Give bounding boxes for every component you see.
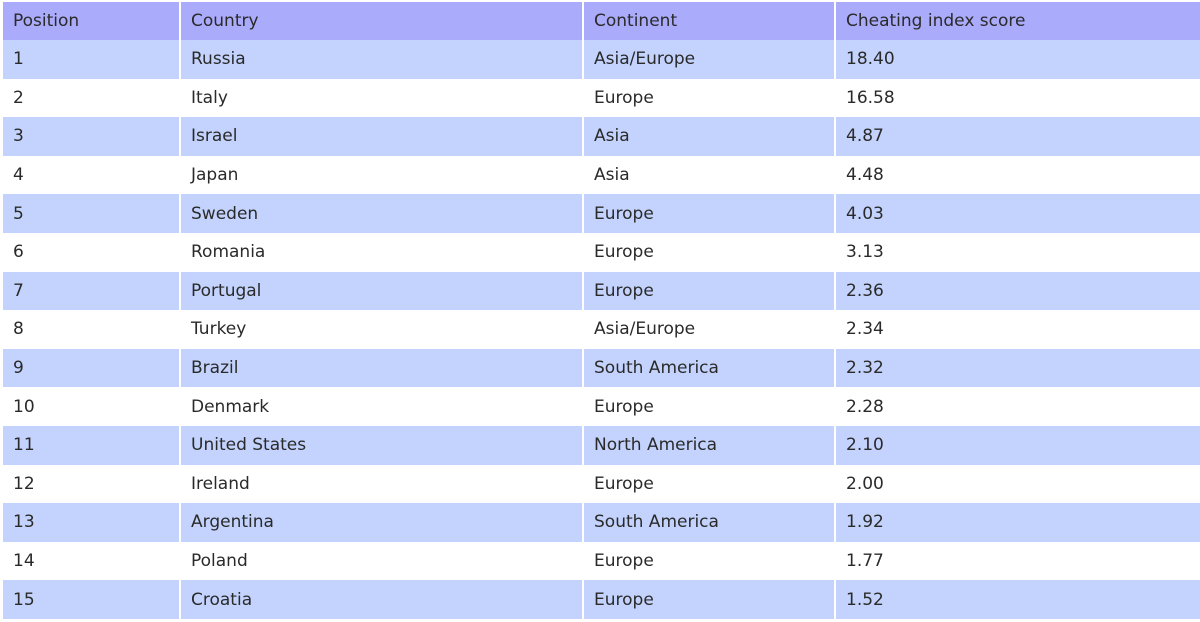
table-cell: Italy: [179, 78, 583, 118]
table-cell: 14: [3, 541, 180, 581]
table-cell: Asia: [582, 155, 835, 195]
table-cell: 3.13: [834, 232, 1200, 272]
table-cell: Croatia: [179, 580, 583, 619]
table-cell: Europe: [582, 194, 835, 233]
table-cell: 2.00: [834, 464, 1200, 504]
table-cell: 2.36: [834, 271, 1200, 311]
table-row: 12 Ireland Europe 2.00: [3, 464, 1200, 504]
table-row: 5 Sweden Europe 4.03: [3, 194, 1200, 233]
table-header: Position Country Continent Cheating index s…: [3, 2, 1200, 40]
table-cell: Europe: [582, 464, 835, 504]
table-cell: 2.28: [834, 387, 1200, 426]
table-cell: Asia/Europe: [582, 40, 835, 79]
table-cell: 2: [3, 78, 180, 118]
table-cell: Europe: [582, 271, 835, 311]
header-cell: Cheating index score: [834, 2, 1200, 40]
table-cell: Sweden: [179, 194, 583, 233]
table-cell: Europe: [582, 541, 835, 581]
table-cell: Ireland: [179, 464, 583, 504]
table-cell: South America: [582, 503, 835, 542]
header-cell: Position: [3, 2, 180, 40]
table-cell: Europe: [582, 78, 835, 118]
table-cell: 5: [3, 194, 180, 233]
table-cell: Asia/Europe: [582, 310, 835, 349]
table-row: 13 Argentina South America 1.92: [3, 503, 1200, 542]
table-row: 11 United States North America 2.10: [3, 425, 1200, 465]
table-row: 2 Italy Europe 16.58: [3, 78, 1200, 118]
table-cell: 6: [3, 232, 180, 272]
table-cell: Poland: [179, 541, 583, 581]
table-body: 1 Russia Asia/Europe 18.40 2 Italy Europe 16.58…: [3, 40, 1200, 619]
table-row: 8 Turkey Asia/Europe 2.34: [3, 310, 1200, 349]
table-row: 9 Brazil South America 2.32: [3, 348, 1200, 388]
table-row: 14 Poland Europe 1.77: [3, 541, 1200, 581]
table-cell: 4: [3, 155, 180, 195]
table-cell: North America: [582, 425, 835, 465]
table-cell: 4.87: [834, 117, 1200, 156]
table-cell: 1.77: [834, 541, 1200, 581]
table-cell: Russia: [179, 40, 583, 79]
table-cell: Portugal: [179, 271, 583, 311]
table-cell: 15: [3, 580, 180, 619]
table-cell: 16.58: [834, 78, 1200, 118]
table-cell: Turkey: [179, 310, 583, 349]
table-cell: 12: [3, 464, 180, 504]
table-cell: United States: [179, 425, 583, 465]
table-cell: 2.10: [834, 425, 1200, 465]
table-cell: 3: [3, 117, 180, 156]
table-cell: South America: [582, 348, 835, 388]
table-row: 7 Portugal Europe 2.36: [3, 271, 1200, 311]
table-cell: Europe: [582, 232, 835, 272]
table-cell: 7: [3, 271, 180, 311]
table-cell: Brazil: [179, 348, 583, 388]
table-cell: 13: [3, 503, 180, 542]
table-cell: Asia: [582, 117, 835, 156]
table-row: 1 Russia Asia/Europe 18.40: [3, 40, 1200, 79]
table-row: 6 Romania Europe 3.13: [3, 232, 1200, 272]
table-cell: 8: [3, 310, 180, 349]
table-row: 4 Japan Asia 4.48: [3, 155, 1200, 195]
table-cell: Israel: [179, 117, 583, 156]
data-table: Position Country Continent Cheating index s…: [3, 2, 1200, 619]
table-cell: 1.52: [834, 580, 1200, 619]
table-row: 3 Israel Asia 4.87: [3, 117, 1200, 156]
table-row: 10 Denmark Europe 2.28: [3, 387, 1200, 426]
table-cell: Europe: [582, 387, 835, 426]
header-cell: Continent: [582, 2, 835, 40]
table-cell: Argentina: [179, 503, 583, 542]
table-cell: 4.03: [834, 194, 1200, 233]
table-row: 15 Croatia Europe 1.52: [3, 580, 1200, 619]
table-cell: 10: [3, 387, 180, 426]
table-cell: 9: [3, 348, 180, 388]
table-cell: Romania: [179, 232, 583, 272]
header-row: Position Country Continent Cheating index s…: [3, 2, 1200, 40]
table-cell: 18.40: [834, 40, 1200, 79]
table-cell: 1.92: [834, 503, 1200, 542]
table-cell: 4.48: [834, 155, 1200, 195]
table-cell: Japan: [179, 155, 583, 195]
table-cell: 1: [3, 40, 180, 79]
table-cell: 2.34: [834, 310, 1200, 349]
table-cell: Europe: [582, 580, 835, 619]
table-cell: 11: [3, 425, 180, 465]
header-cell: Country: [179, 2, 583, 40]
table-cell: Denmark: [179, 387, 583, 426]
table-cell: 2.32: [834, 348, 1200, 388]
